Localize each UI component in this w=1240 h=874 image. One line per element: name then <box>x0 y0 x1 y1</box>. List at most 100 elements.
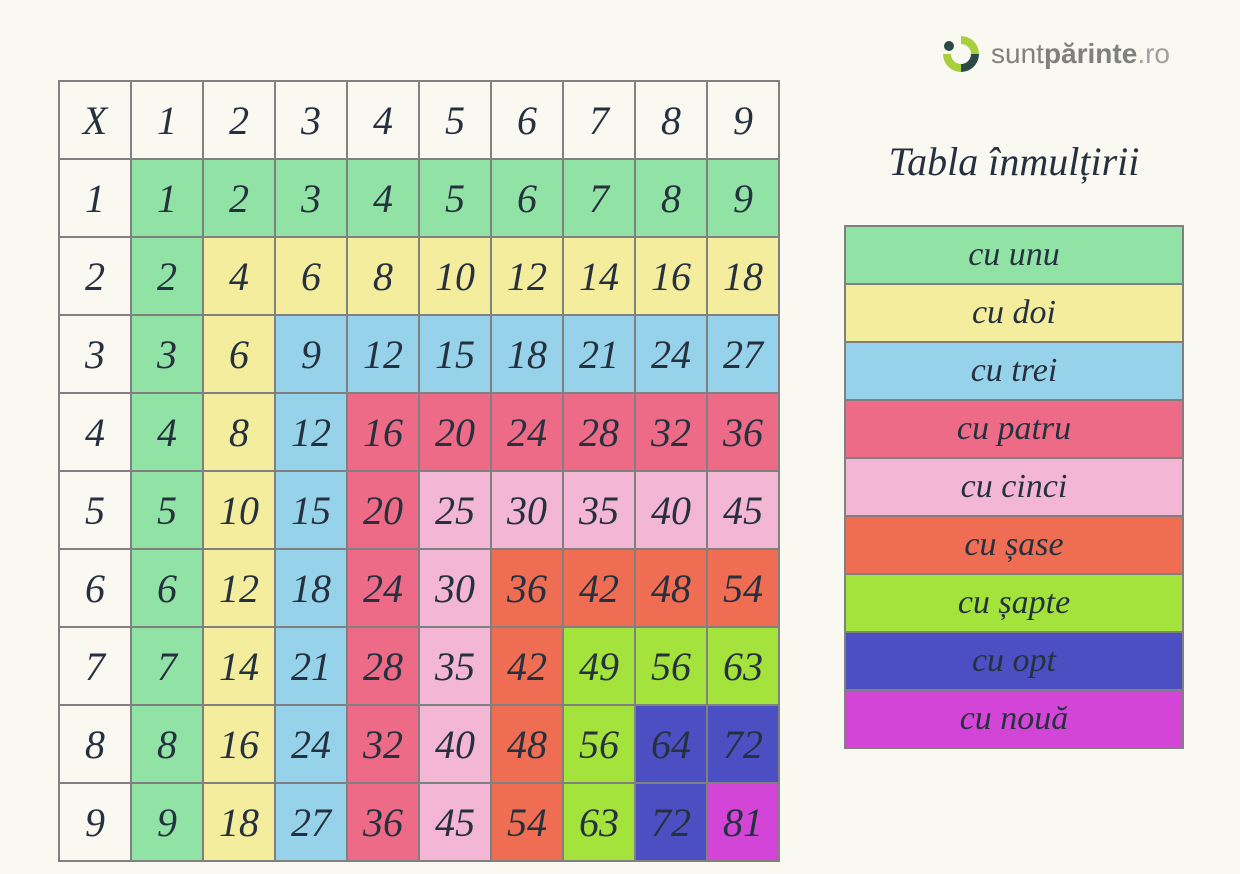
table-cell: 6 <box>131 549 203 627</box>
logo-prefix: sunt <box>991 38 1044 69</box>
table-cell: 9 <box>59 783 131 861</box>
table-cell: 1 <box>59 159 131 237</box>
table-row: 661218243036424854 <box>59 549 779 627</box>
table-row: X123456789 <box>59 81 779 159</box>
table-cell: 14 <box>563 237 635 315</box>
table-cell: 6 <box>59 549 131 627</box>
table-cell: 5 <box>59 471 131 549</box>
legend-cell: cu șapte <box>845 574 1183 632</box>
table-cell: 40 <box>419 705 491 783</box>
table-cell: 20 <box>419 393 491 471</box>
table-cell: 5 <box>419 81 491 159</box>
table-cell: 32 <box>347 705 419 783</box>
table-cell: 24 <box>635 315 707 393</box>
legend-cell: cu doi <box>845 284 1183 342</box>
table-cell: 12 <box>491 237 563 315</box>
legend-row: cu șapte <box>845 574 1183 632</box>
table-cell: 56 <box>563 705 635 783</box>
table-cell: 4 <box>131 393 203 471</box>
table-cell: 21 <box>563 315 635 393</box>
table-cell: 9 <box>707 81 779 159</box>
table-cell: 8 <box>131 705 203 783</box>
table-cell: 25 <box>419 471 491 549</box>
table-cell: 15 <box>275 471 347 549</box>
table-cell: 6 <box>203 315 275 393</box>
table-row: 3369121518212427 <box>59 315 779 393</box>
table-cell: 4 <box>347 81 419 159</box>
table-cell: 24 <box>275 705 347 783</box>
table-cell: 63 <box>563 783 635 861</box>
table-cell: 1 <box>131 81 203 159</box>
table-cell: 8 <box>59 705 131 783</box>
table-cell: 20 <box>347 471 419 549</box>
legend-row: cu opt <box>845 632 1183 690</box>
page-title: Tabla înmulțirii <box>889 138 1140 185</box>
legend-row: cu unu <box>845 226 1183 284</box>
table-cell: 6 <box>491 159 563 237</box>
table-cell: 7 <box>563 159 635 237</box>
table-cell: 35 <box>563 471 635 549</box>
table-cell: 6 <box>275 237 347 315</box>
table-cell: 36 <box>347 783 419 861</box>
table-cell: 2 <box>203 81 275 159</box>
table-cell: 16 <box>347 393 419 471</box>
table-cell: 7 <box>131 627 203 705</box>
table-cell: 40 <box>635 471 707 549</box>
table-cell: 7 <box>563 81 635 159</box>
legend-row: cu patru <box>845 400 1183 458</box>
table-cell: 54 <box>707 549 779 627</box>
table-cell: 30 <box>491 471 563 549</box>
table-cell: X <box>59 81 131 159</box>
table-cell: 16 <box>203 705 275 783</box>
table-cell: 10 <box>203 471 275 549</box>
table-cell: 30 <box>419 549 491 627</box>
table-cell: 72 <box>707 705 779 783</box>
table-cell: 18 <box>707 237 779 315</box>
table-cell: 6 <box>491 81 563 159</box>
legend-table: cu unucu doicu treicu patrucu cincicu șa… <box>844 225 1184 749</box>
legend-row: cu trei <box>845 342 1183 400</box>
table-cell: 3 <box>275 81 347 159</box>
logo-suffix: .ro <box>1137 38 1170 69</box>
table-cell: 42 <box>563 549 635 627</box>
table-cell: 18 <box>491 315 563 393</box>
table-cell: 42 <box>491 627 563 705</box>
table-row: 44812162024283236 <box>59 393 779 471</box>
table-cell: 56 <box>635 627 707 705</box>
table-cell: 72 <box>635 783 707 861</box>
table-cell: 3 <box>131 315 203 393</box>
table-row: 771421283542495663 <box>59 627 779 705</box>
table-cell: 36 <box>707 393 779 471</box>
table-cell: 12 <box>203 549 275 627</box>
table-cell: 28 <box>563 393 635 471</box>
table-cell: 18 <box>275 549 347 627</box>
legend-row: cu șase <box>845 516 1183 574</box>
table-cell: 4 <box>59 393 131 471</box>
table-cell: 2 <box>203 159 275 237</box>
table-cell: 28 <box>347 627 419 705</box>
table-cell: 9 <box>131 783 203 861</box>
table-cell: 63 <box>707 627 779 705</box>
table-cell: 27 <box>275 783 347 861</box>
legend-cell: cu cinci <box>845 458 1183 516</box>
table-row: 881624324048566472 <box>59 705 779 783</box>
table-cell: 48 <box>635 549 707 627</box>
table-cell: 2 <box>131 237 203 315</box>
legend-row: cu cinci <box>845 458 1183 516</box>
table-cell: 8 <box>635 159 707 237</box>
table-cell: 9 <box>707 159 779 237</box>
legend-cell: cu nouă <box>845 690 1183 748</box>
table-cell: 5 <box>419 159 491 237</box>
table-cell: 8 <box>635 81 707 159</box>
table-cell: 81 <box>707 783 779 861</box>
table-cell: 5 <box>131 471 203 549</box>
table-row: 224681012141618 <box>59 237 779 315</box>
legend-cell: cu șase <box>845 516 1183 574</box>
logo-text: suntpărinte.ro <box>991 38 1170 70</box>
table-cell: 1 <box>131 159 203 237</box>
table-cell: 4 <box>347 159 419 237</box>
table-cell: 45 <box>419 783 491 861</box>
table-cell: 4 <box>203 237 275 315</box>
legend-cell: cu unu <box>845 226 1183 284</box>
table-cell: 36 <box>491 549 563 627</box>
